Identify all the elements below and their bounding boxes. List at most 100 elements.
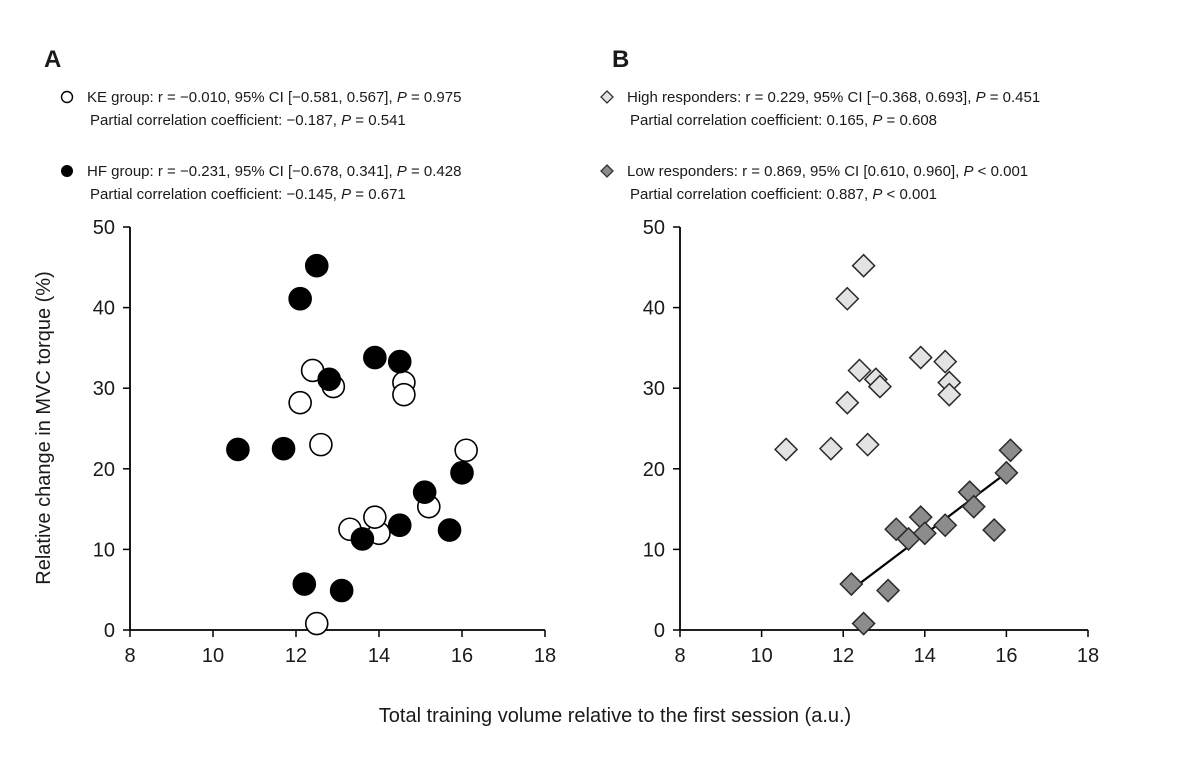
series-ke-group <box>288 358 478 636</box>
data-point <box>288 286 312 311</box>
legend-low-name: Low responders <box>627 163 734 180</box>
legend-high-name: High responders <box>627 89 738 106</box>
legend-ke-stats: r = −0.010, 95% CI [−0.581, 0.567], <box>157 89 397 106</box>
legend-low-partial-p: < 0.001 <box>882 186 938 203</box>
data-point <box>271 436 296 461</box>
series-high-responders <box>774 253 962 462</box>
legend-ke-partial-p: = 0.541 <box>351 112 406 129</box>
series-low-responders <box>839 438 1023 636</box>
data-point <box>226 437 250 462</box>
x-tick-label: 18 <box>534 645 556 667</box>
data-point <box>412 480 437 504</box>
x-tick-label: 10 <box>750 645 772 667</box>
data-point <box>818 436 844 461</box>
legend-low-responders: Low responders: r = 0.869, 95% CI [0.610… <box>600 160 1028 206</box>
y-tick-label: 10 <box>643 539 665 561</box>
data-point <box>288 390 312 415</box>
data-point <box>998 438 1023 463</box>
light-diamond-icon <box>600 90 614 104</box>
y-tick-label: 30 <box>643 378 665 400</box>
legend-hf-partial-p: = 0.671 <box>351 186 406 203</box>
data-point <box>774 437 799 462</box>
legend-hf-stats: r = −0.231, 95% CI [−0.678, 0.341], <box>157 163 397 180</box>
filled-circle-icon <box>61 165 73 177</box>
panel-label-a: A <box>44 46 62 73</box>
data-point <box>450 461 474 485</box>
y-tick-label: 40 <box>93 298 115 320</box>
legend-high-partial-p-symbol: P <box>872 112 883 129</box>
x-tick-label: 16 <box>995 645 1017 667</box>
legend-low-partial-p-symbol: P <box>872 186 883 203</box>
data-point <box>839 571 864 597</box>
y-tick-label: 10 <box>93 539 115 561</box>
legend-ke-p: = 0.975 <box>406 89 462 106</box>
x-axis-label: Total training volume relative to the fi… <box>379 705 851 727</box>
data-point <box>329 578 354 603</box>
data-point <box>304 611 329 636</box>
legend-high-p-symbol: P <box>975 89 986 106</box>
legend-low-p-symbol: P <box>963 163 974 180</box>
x-tick-label: 12 <box>832 645 854 667</box>
panel-label-b: B <box>612 46 630 73</box>
legend-ke-partial: Partial correlation coefficient: −0.187, <box>90 112 342 129</box>
x-tick-label: 8 <box>674 645 685 667</box>
data-point <box>363 345 387 370</box>
legend-ke-name: KE group <box>87 89 150 106</box>
y-tick-label: 0 <box>654 620 665 642</box>
legend-hf-p-symbol: P <box>396 163 407 180</box>
data-point <box>961 494 986 519</box>
legend-ke-partial-p-symbol: P <box>341 112 352 129</box>
legend-high-p: = 0.451 <box>985 89 1041 106</box>
data-point <box>309 432 333 457</box>
data-point <box>363 505 387 529</box>
y-tick-label: 0 <box>104 620 115 642</box>
data-point <box>994 460 1019 485</box>
legend-low-p: < 0.001 <box>973 163 1029 180</box>
y-tick-label: 20 <box>643 459 665 481</box>
data-point <box>933 349 958 374</box>
legend-high-partial-p: = 0.608 <box>882 112 938 129</box>
data-point <box>937 382 962 407</box>
legend-hf-group: HF group: r = −0.231, 95% CI [−0.678, 0.… <box>60 160 461 206</box>
y-axis-label: Relative change in MVC torque (%) <box>33 271 55 584</box>
data-point <box>851 611 876 636</box>
data-point <box>855 432 880 457</box>
data-point <box>908 345 933 370</box>
data-point <box>912 521 937 546</box>
data-point <box>392 382 416 407</box>
x-tick-label: 10 <box>202 645 224 667</box>
y-tick-label: 20 <box>93 459 115 481</box>
panel-a: 8 10 12 14 16 18 0 10 20 30 40 50 <box>93 217 556 667</box>
series-hf-group <box>226 253 474 603</box>
legend-low-partial: Partial correlation coefficient: 0.887, <box>630 186 873 203</box>
data-point <box>851 253 876 278</box>
data-point <box>867 374 892 399</box>
y-tick-label: 30 <box>93 378 115 400</box>
data-point <box>454 438 478 463</box>
x-tick-label: 14 <box>914 645 936 667</box>
data-point <box>835 390 860 415</box>
data-point <box>933 513 958 538</box>
open-circle-icon <box>60 90 74 104</box>
legend-ke-p-symbol: P <box>396 89 407 106</box>
x-tick-label: 12 <box>285 645 307 667</box>
legend-ke-group: KE group: r = −0.010, 95% CI [−0.581, 0.… <box>60 86 461 132</box>
legend-hf-partial-p-symbol: P <box>341 186 352 203</box>
x-tick-label: 16 <box>451 645 473 667</box>
y-tick-label: 40 <box>643 298 665 320</box>
legend-high-responders: High responders: r = 0.229, 95% CI [−0.3… <box>600 86 1040 132</box>
data-point <box>835 286 860 311</box>
data-point <box>982 517 1007 543</box>
legend-high-partial: Partial correlation coefficient: 0.165, <box>630 112 873 129</box>
x-tick-label: 18 <box>1077 645 1099 667</box>
data-point <box>437 518 462 542</box>
data-point <box>304 253 329 278</box>
y-tick-label: 50 <box>643 217 665 239</box>
y-tick-label: 50 <box>93 217 115 239</box>
data-point <box>317 367 342 392</box>
data-point <box>876 578 901 603</box>
legend-hf-p: = 0.428 <box>406 163 462 180</box>
data-point <box>387 349 412 374</box>
panel-b: 8 10 12 14 16 18 0 10 20 30 40 50 <box>643 217 1099 667</box>
